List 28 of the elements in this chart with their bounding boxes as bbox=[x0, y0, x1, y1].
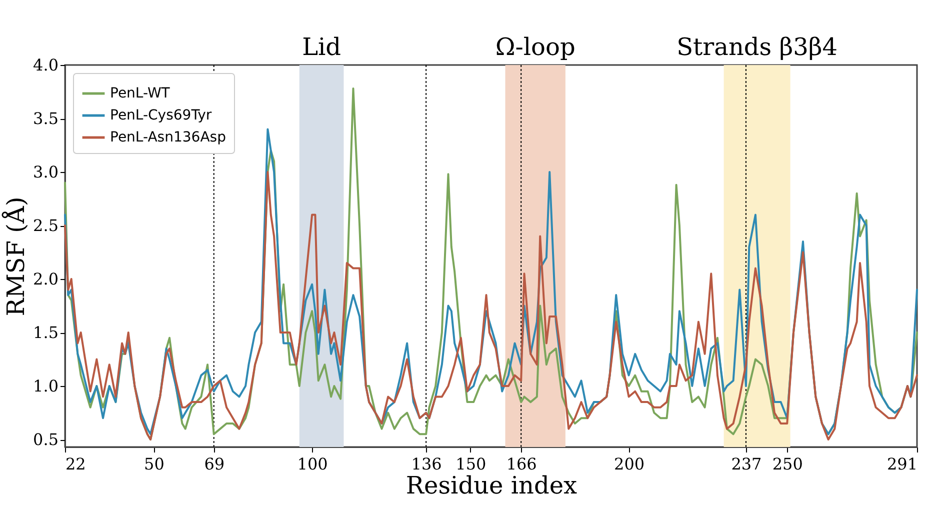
x-tick-label: 100 bbox=[297, 454, 328, 474]
band-label: Lid bbox=[302, 33, 342, 61]
x-tick-label: 237 bbox=[731, 454, 762, 474]
line-series bbox=[64, 171, 918, 441]
x-axis-title: Residue index bbox=[406, 472, 578, 500]
band-label: Strands β3β4 bbox=[676, 33, 838, 61]
band-label: Ω-loop bbox=[495, 33, 576, 61]
x-tick-label: 166 bbox=[506, 454, 537, 474]
legend-label: PenL-WT bbox=[110, 86, 170, 102]
legend-label: PenL-Cys69Tyr bbox=[110, 108, 212, 124]
y-tick-label: 3.5 bbox=[33, 109, 58, 128]
x-tick-label: 250 bbox=[772, 454, 803, 474]
x-tick-label: 200 bbox=[614, 454, 645, 474]
legend-label: PenL-Asn136Asp bbox=[110, 130, 226, 146]
y-tick-label: 1.5 bbox=[33, 323, 58, 342]
y-tick-label: 0.5 bbox=[33, 430, 58, 450]
x-tick-label: 291 bbox=[886, 454, 918, 474]
y-tick-label: 1.0 bbox=[33, 376, 58, 396]
y-axis-title: RMSF (Å) bbox=[1, 196, 30, 316]
y-tick-label: 3.0 bbox=[33, 162, 58, 182]
y-tick-label: 2.0 bbox=[33, 270, 58, 289]
x-tick-label: 50 bbox=[144, 454, 164, 474]
x-tick-label: 22 bbox=[66, 454, 86, 474]
y-tick-label: 2.5 bbox=[33, 216, 58, 236]
y-tick-label: 4.0 bbox=[33, 56, 58, 74]
x-tick-label: 136 bbox=[411, 454, 442, 474]
x-tick-label: 150 bbox=[456, 454, 486, 474]
x-tick-label: 69 bbox=[204, 454, 225, 474]
